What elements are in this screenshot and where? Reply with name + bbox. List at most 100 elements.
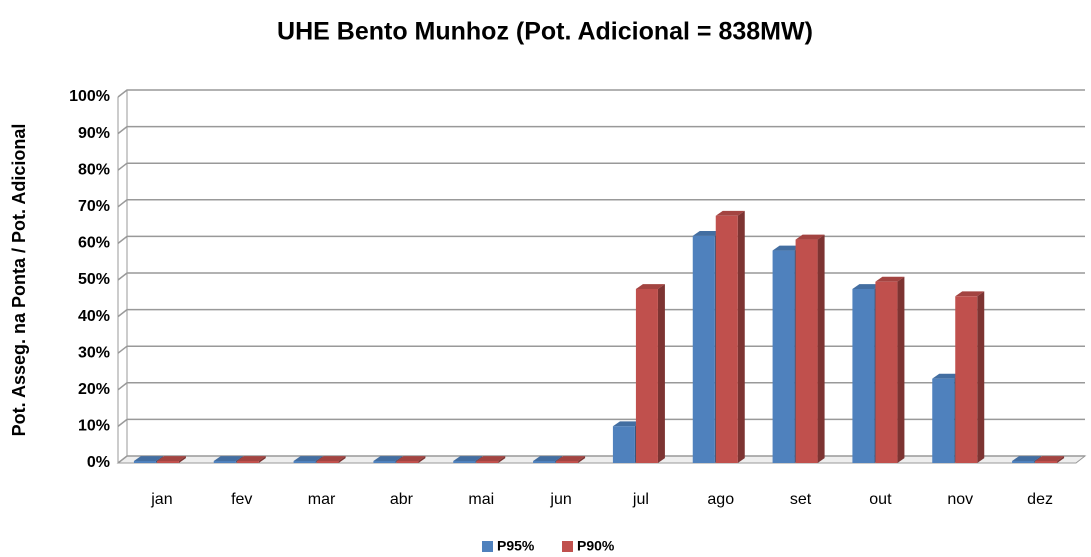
y-tick-label: 70% bbox=[78, 198, 110, 215]
bar-top bbox=[453, 456, 483, 461]
bar-side bbox=[1057, 456, 1065, 463]
bar-front bbox=[316, 461, 339, 463]
y-tick-label: 50% bbox=[78, 271, 110, 288]
bar bbox=[795, 234, 825, 463]
bar-top bbox=[133, 456, 163, 461]
bar-front bbox=[396, 461, 419, 463]
x-tick-label: mar bbox=[308, 491, 336, 508]
x-tick-label: abr bbox=[390, 491, 414, 508]
bar-side bbox=[578, 456, 586, 463]
bar-top bbox=[1035, 456, 1065, 461]
bar-front bbox=[213, 461, 236, 463]
bar-top bbox=[396, 456, 426, 461]
bar bbox=[316, 456, 346, 463]
x-tick-label: ago bbox=[707, 491, 734, 508]
bar-front bbox=[373, 461, 396, 463]
bar-front bbox=[236, 461, 259, 463]
bar-top bbox=[612, 421, 642, 427]
y-tick-label: 10% bbox=[78, 418, 110, 435]
grid-line bbox=[117, 345, 1085, 354]
bar bbox=[236, 456, 266, 463]
bar-front bbox=[875, 281, 898, 463]
bar-top bbox=[635, 284, 665, 289]
bar-top bbox=[373, 456, 403, 461]
bar-front bbox=[476, 461, 499, 463]
bar-side bbox=[258, 456, 266, 463]
bar-front bbox=[293, 461, 316, 463]
x-tick-label: out bbox=[869, 491, 892, 508]
grid-line bbox=[117, 418, 1085, 427]
bar-side bbox=[977, 291, 985, 463]
y-tick-label: 100% bbox=[69, 88, 110, 105]
x-tick-label: jul bbox=[632, 491, 649, 508]
bar-front bbox=[635, 288, 658, 463]
bar-side bbox=[418, 456, 426, 463]
grid-line bbox=[117, 235, 1085, 244]
bar bbox=[556, 456, 586, 463]
bar-side bbox=[338, 456, 346, 463]
grid-line bbox=[117, 308, 1085, 318]
x-tick-label: jan bbox=[150, 491, 172, 508]
bar-top bbox=[476, 456, 506, 461]
bar-top bbox=[293, 456, 323, 461]
bar-front bbox=[715, 215, 738, 463]
bar-front bbox=[156, 461, 179, 463]
x-tick-label: mai bbox=[468, 491, 494, 508]
bar-front bbox=[772, 250, 795, 463]
x-tick-label: nov bbox=[947, 491, 973, 508]
grid-line bbox=[117, 199, 1085, 208]
grid-line bbox=[117, 125, 1085, 135]
grid-line bbox=[117, 455, 1085, 464]
bar-top bbox=[533, 456, 563, 461]
grid-line bbox=[117, 162, 1085, 171]
bar-top bbox=[795, 234, 825, 240]
bar-side bbox=[498, 456, 506, 463]
bar-top bbox=[772, 245, 802, 251]
grid-line bbox=[117, 272, 1085, 281]
legend-swatch bbox=[562, 541, 573, 552]
bar bbox=[156, 456, 186, 463]
bar bbox=[396, 456, 426, 463]
bar-front bbox=[133, 461, 156, 463]
bar-front bbox=[852, 288, 875, 463]
bar-top bbox=[692, 231, 722, 236]
bar-front bbox=[612, 426, 635, 463]
x-tick-label: set bbox=[790, 491, 812, 508]
bar bbox=[1035, 456, 1065, 463]
legend-swatch bbox=[482, 541, 493, 552]
chart-title: UHE Bento Munhoz (Pot. Adicional = 838MW… bbox=[277, 18, 813, 46]
y-tick-label: 40% bbox=[78, 308, 110, 325]
legend-label: P95% bbox=[497, 538, 535, 554]
bar-top bbox=[852, 284, 882, 289]
legend-label: P90% bbox=[577, 538, 615, 554]
bar-front bbox=[932, 378, 955, 463]
bar bbox=[955, 291, 985, 463]
grid-line bbox=[117, 382, 1085, 391]
bar-top bbox=[236, 456, 266, 461]
bar-side bbox=[657, 284, 665, 463]
bar bbox=[476, 456, 506, 463]
bar-side bbox=[178, 456, 186, 463]
x-tick-label: jun bbox=[549, 491, 571, 508]
y-tick-label: 0% bbox=[87, 454, 110, 471]
y-tick-label: 30% bbox=[78, 344, 110, 361]
bar-side bbox=[897, 276, 905, 463]
bar bbox=[635, 284, 665, 463]
bar-side bbox=[817, 234, 825, 463]
x-tick-label: dez bbox=[1027, 491, 1053, 508]
y-axis-label: Pot. Asseg. na Ponta / Pot. Adicional bbox=[9, 124, 29, 437]
bar-front bbox=[1035, 461, 1058, 463]
bar-top bbox=[955, 291, 985, 297]
bar-front bbox=[795, 239, 818, 463]
bar-top bbox=[715, 210, 745, 216]
y-tick-label: 20% bbox=[78, 381, 110, 398]
bar-front bbox=[955, 296, 978, 463]
bar-top bbox=[875, 276, 905, 282]
bar-front bbox=[1012, 461, 1035, 463]
bar-front bbox=[556, 461, 579, 463]
bar-side bbox=[737, 210, 745, 463]
bar-front bbox=[692, 235, 715, 463]
y-tick-label: 90% bbox=[78, 125, 110, 142]
y-tick-label: 80% bbox=[78, 161, 110, 178]
